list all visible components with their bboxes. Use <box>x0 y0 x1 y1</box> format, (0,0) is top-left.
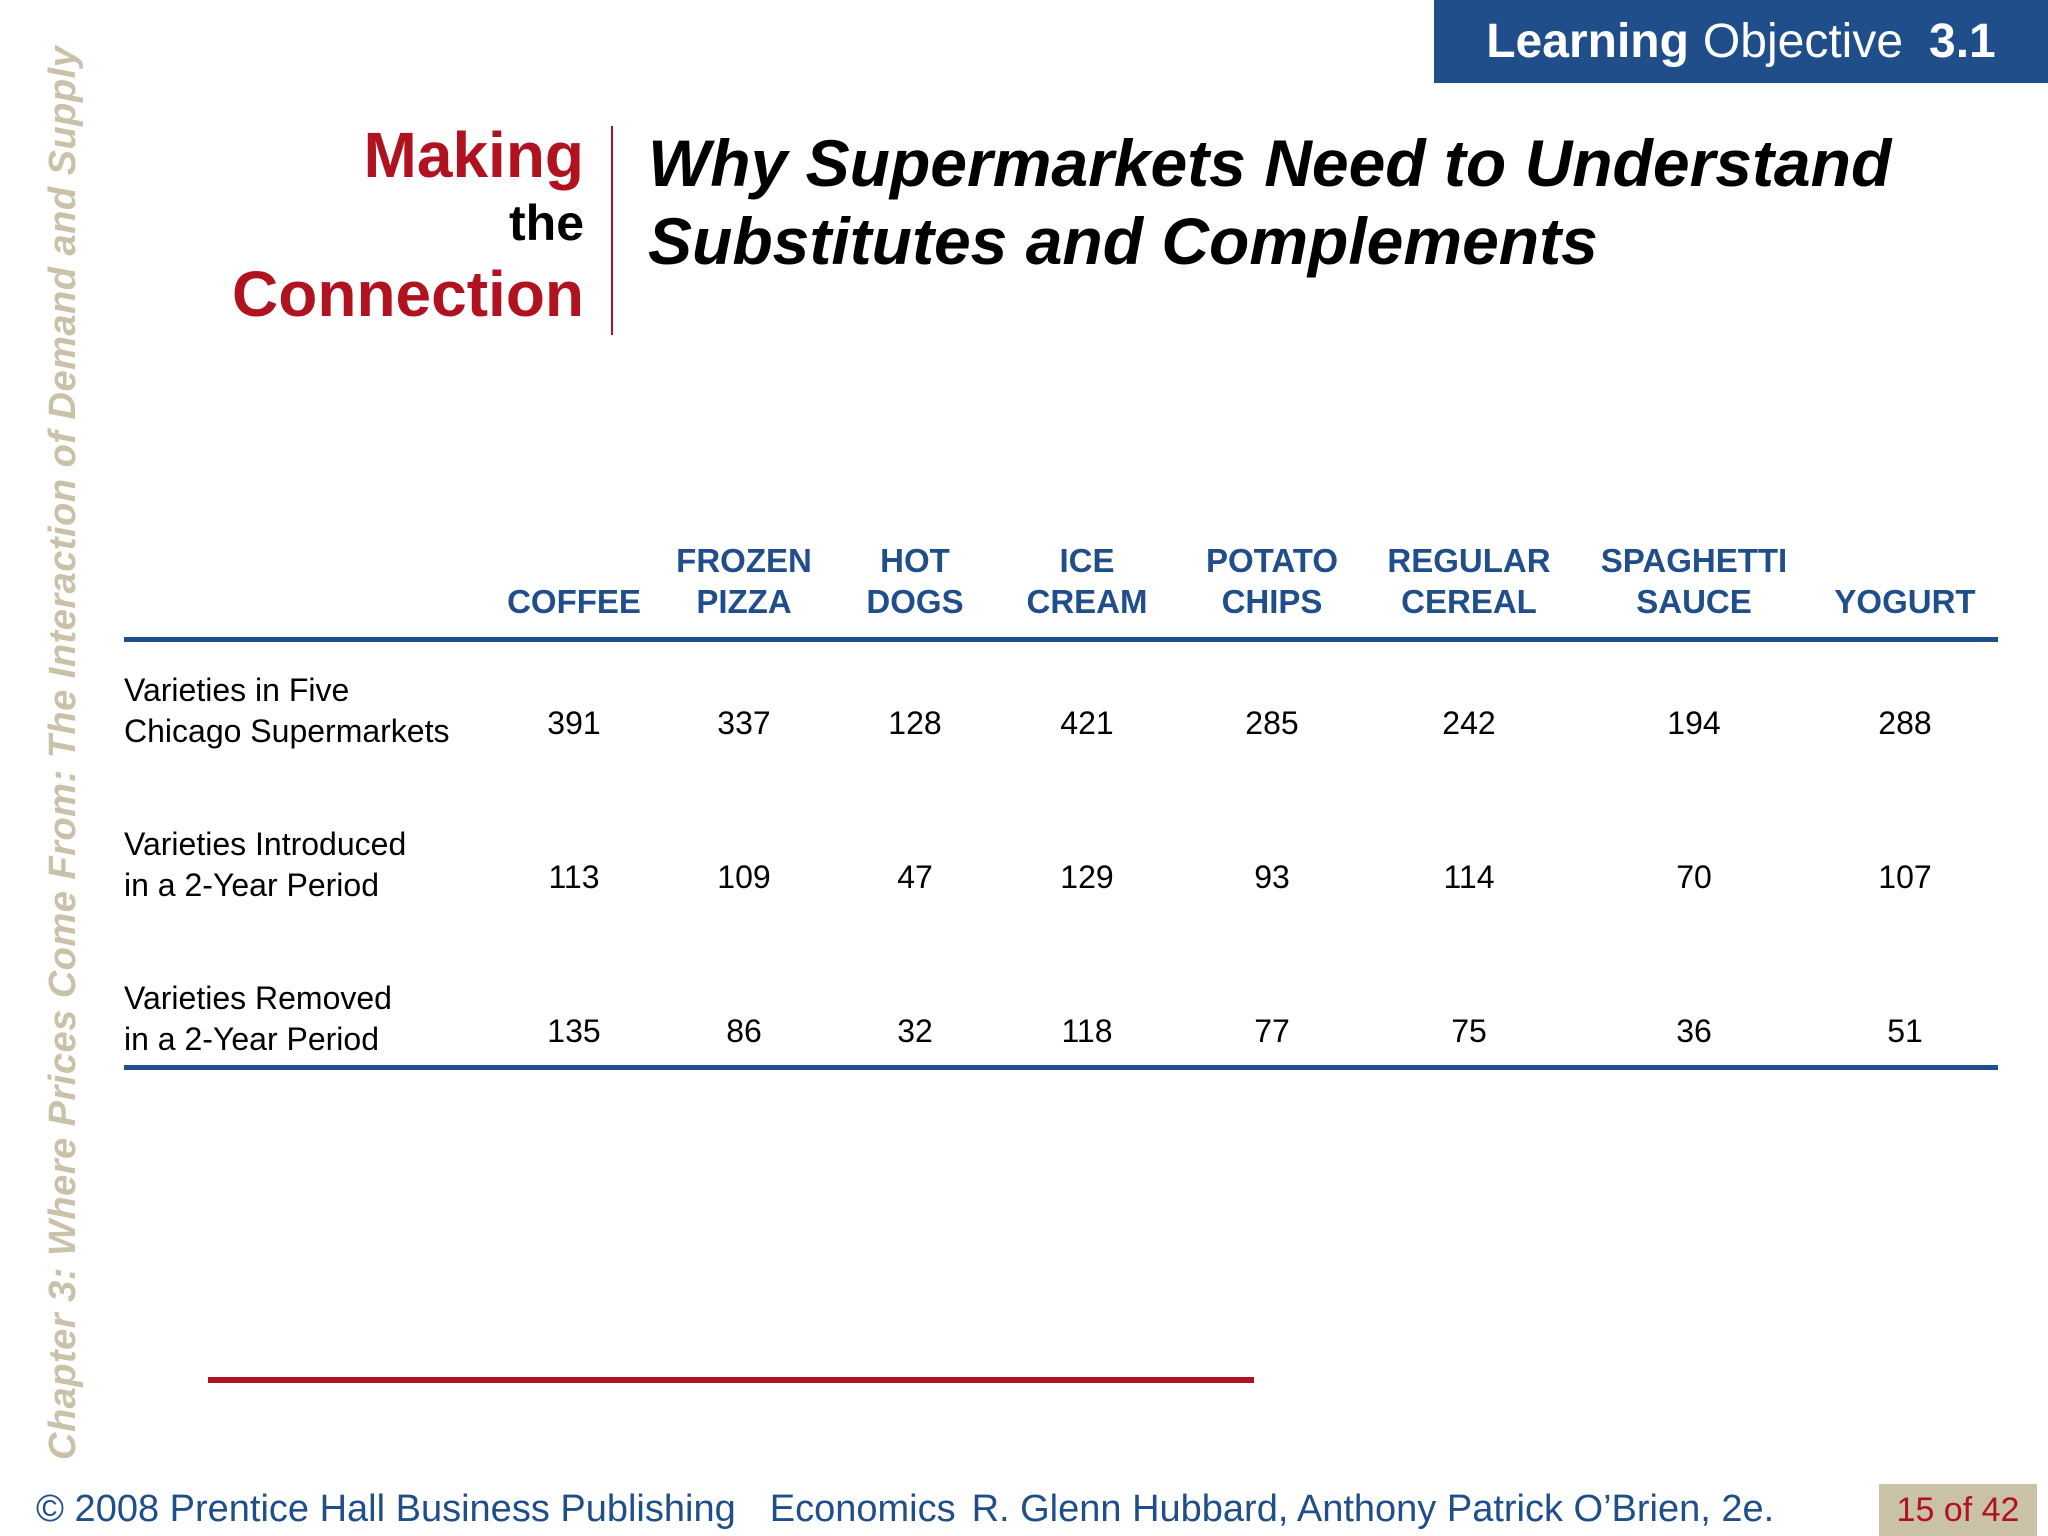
row-label-line: Varieties Removed <box>124 980 392 1016</box>
column-header-line: ICE <box>1059 542 1115 579</box>
learning-objective-label: Objective <box>1702 15 1904 68</box>
table-cell: 113 <box>548 859 600 895</box>
row-label: Varieties Introduced in a 2-Year Period <box>124 824 406 906</box>
feature-line-1: Making <box>363 119 584 191</box>
table-cell: 128 <box>888 705 942 741</box>
bottom-rule <box>124 1065 1998 1070</box>
row-label-line: in a 2-Year Period <box>124 1021 379 1057</box>
learning-objective-number: 3.1 <box>1929 15 1996 68</box>
row-label: Varieties in Five Chicago Supermarkets <box>124 670 449 752</box>
table-cell: 391 <box>547 705 601 741</box>
page-number: 15 of 42 <box>1879 1484 2037 1536</box>
table-cell: 32 <box>897 1013 933 1049</box>
title-divider <box>611 126 613 335</box>
decorative-red-rule <box>208 1377 1254 1383</box>
table-cell: 135 <box>547 1013 601 1049</box>
feature-line-3: Connection <box>232 258 584 330</box>
column-header: SPAGHETTI SAUCE <box>1579 532 1809 622</box>
learning-objective-label-bold: Learning <box>1486 15 1689 68</box>
column-header-line: POTATO <box>1206 542 1338 579</box>
column-header-line: SPAGHETTI <box>1600 542 1788 579</box>
table-cell: 75 <box>1451 1013 1487 1049</box>
table-cell: 114 <box>1443 859 1495 895</box>
column-header-line: REGULAR <box>1387 542 1551 579</box>
table-cell: 129 <box>1060 859 1114 895</box>
making-the-connection-label: Making the Connection <box>232 118 584 334</box>
row-label-line: Chicago Supermarkets <box>124 713 450 749</box>
column-header: FROZEN PIZZA <box>659 532 829 622</box>
column-header-line: CEREAL <box>1401 583 1537 620</box>
chapter-side-title: Chapter 3: Where Prices Come From: The I… <box>42 45 84 1460</box>
table-cell: 86 <box>726 1013 762 1049</box>
table-cell: 242 <box>1442 705 1496 741</box>
page-title-line-1: Why Supermarkets Need to Understand <box>648 126 1892 200</box>
row-label-line: Varieties in Five <box>124 672 350 708</box>
table-cell: 47 <box>897 859 933 895</box>
table-cell: 337 <box>717 705 771 741</box>
footer-book: Economics <box>769 1488 956 1530</box>
row-label-line: Varieties Introduced <box>124 826 407 862</box>
learning-objective-badge: Learning Objective 3.1 <box>1434 0 2048 83</box>
column-header-line: SAUCE <box>1636 583 1752 620</box>
table-cell: 93 <box>1254 859 1290 895</box>
column-header-line: CHIPS <box>1221 583 1323 620</box>
column-header-line: FROZEN <box>676 542 812 579</box>
footer: © 2008 Prentice Hall Business Publishing… <box>36 1488 1774 1531</box>
table-cell: 70 <box>1676 859 1712 895</box>
column-header: ICE CREAM <box>1017 532 1157 622</box>
column-header-line: DOGS <box>866 583 964 620</box>
table-cell: 109 <box>717 859 771 895</box>
column-header: REGULAR CEREAL <box>1369 532 1569 622</box>
row-label: Varieties Removed in a 2-Year Period <box>124 978 392 1060</box>
column-header-line: CREAM <box>1026 583 1148 620</box>
column-header-line: YOGURT <box>1834 583 1976 620</box>
column-header-line: PIZZA <box>696 583 792 620</box>
header-rule <box>124 637 1998 642</box>
table-cell: 194 <box>1667 705 1721 741</box>
table-cell: 107 <box>1878 859 1932 895</box>
footer-authors: R. Glenn Hubbard, Anthony Patrick O’Brie… <box>971 1488 1775 1530</box>
table-cell: 77 <box>1254 1013 1290 1049</box>
page-title: Why Supermarkets Need to Understand Subs… <box>648 124 1998 280</box>
table-cell: 51 <box>1887 1013 1923 1049</box>
column-header-line: COFFEE <box>507 583 641 620</box>
table-cell: 36 <box>1676 1013 1712 1049</box>
column-header: HOT DOGS <box>845 532 985 622</box>
table-cell: 118 <box>1061 1013 1113 1049</box>
table-cell: 288 <box>1878 705 1932 741</box>
feature-line-2: the <box>509 195 584 251</box>
column-header: YOGURT <box>1820 532 1990 622</box>
column-header-line: HOT <box>880 542 950 579</box>
row-label-line: in a 2-Year Period <box>124 867 379 903</box>
table-cell: 421 <box>1060 705 1114 741</box>
footer-copyright: © 2008 Prentice Hall Business Publishing <box>36 1488 736 1530</box>
column-header: POTATO CHIPS <box>1187 532 1357 622</box>
page-title-line-2: Substitutes and Complements <box>648 204 1598 278</box>
column-header: COFFEE <box>494 532 654 622</box>
table-cell: 285 <box>1245 705 1299 741</box>
